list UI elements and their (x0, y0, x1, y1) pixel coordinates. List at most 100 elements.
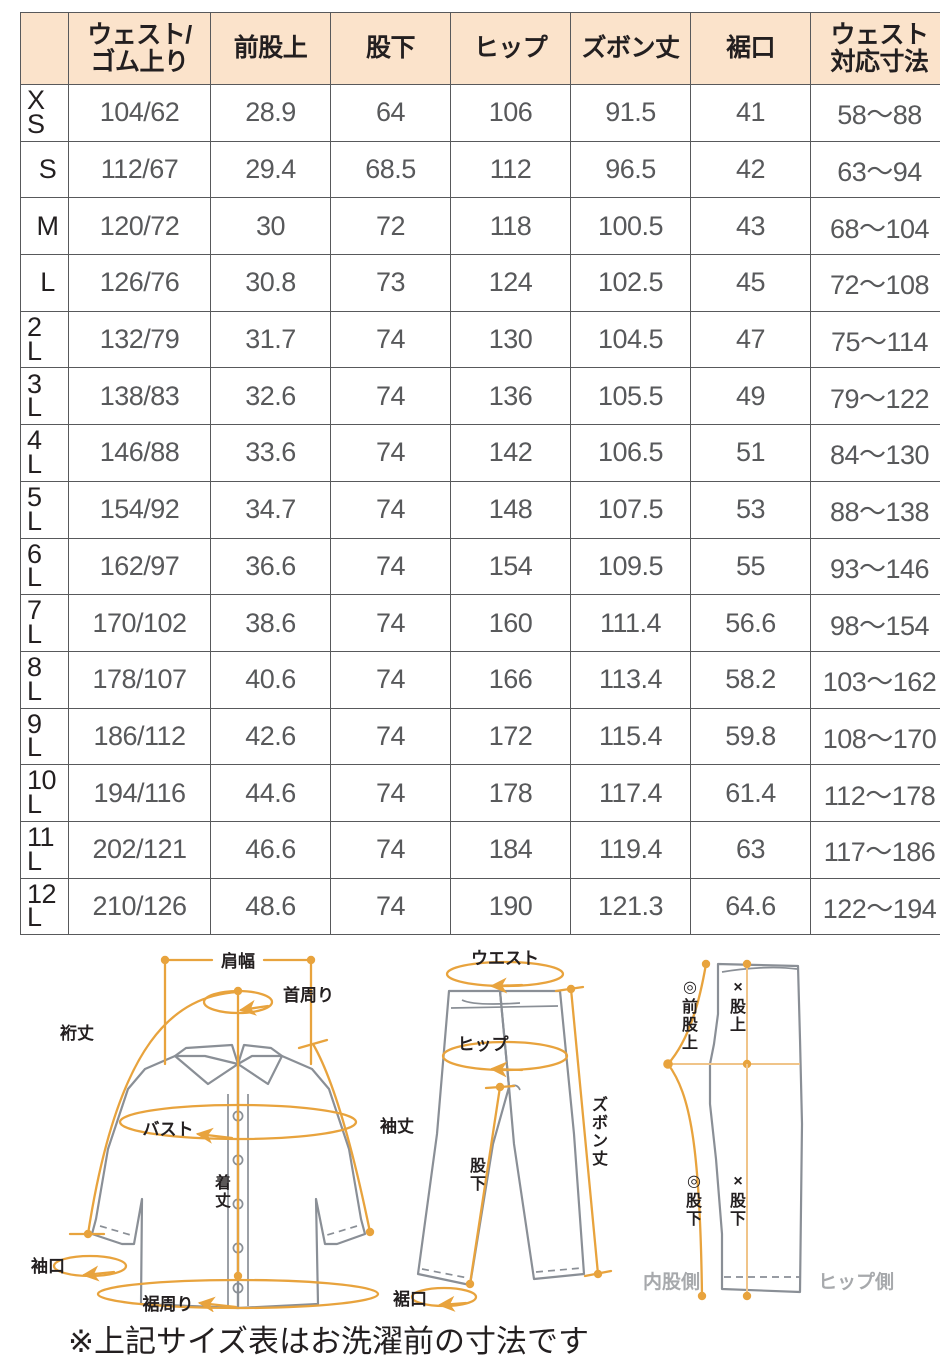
cell-inseam: 74 (331, 368, 451, 425)
cell-inseam: 74 (331, 481, 451, 538)
cell-inseam: 73 (331, 255, 451, 312)
label-rise-x-mark: × (733, 979, 742, 996)
column-header-pants-length: ズボン丈 (571, 13, 691, 85)
cell-hip: 106 (451, 85, 571, 142)
header-line: ウェスト/ (69, 22, 210, 49)
label-body-length-2: 丈 (215, 1192, 231, 1210)
label-sleeve-reach: 裄丈 (59, 1024, 94, 1043)
cell-waist-gom: 126/76 (69, 255, 211, 312)
column-header-waist-fit: ウェスト 対応寸法 (811, 13, 940, 85)
header-line: ゴム上り (69, 49, 210, 76)
cell-hem-open: 42 (691, 141, 811, 198)
size-label-part: L (27, 453, 42, 477)
cell-waist-gom: 138/83 (69, 368, 211, 425)
cell-waist-fit: 108〜170 (811, 708, 940, 765)
label-pants-length-1: ズ (592, 1095, 608, 1114)
measure-inseam-circle: ◎ 股 下 (668, 1064, 706, 1300)
cell-waist-gom: 146/88 (69, 425, 211, 482)
cell-front-rise: 46.6 (211, 821, 331, 878)
jacket-diagram: 肩幅 首周り 裄丈 バスト 着 丈 (31, 951, 414, 1312)
cell-pants-len: 106.5 (571, 425, 691, 482)
cell-front-rise: 30.8 (211, 255, 331, 312)
label-pants-length-2: ボ (592, 1114, 608, 1132)
column-header-inseam: 股下 (331, 13, 451, 85)
label-inseam-x-2: 下 (730, 1211, 746, 1228)
label-hem-opening: 裾口 (393, 1289, 427, 1309)
size-label-part: S (27, 113, 45, 137)
header-line: ウェスト (811, 22, 940, 49)
label-body-length-1: 着 (214, 1173, 231, 1192)
cell-waist-fit: 103〜162 (811, 651, 940, 708)
label-sleeve-length: 袖丈 (380, 1116, 414, 1136)
measurement-diagrams: .gl { fill:none; stroke:#8a8f96; stroke-… (0, 944, 940, 1304)
cell-front-rise: 38.6 (211, 595, 331, 652)
cell-waist-fit: 84〜130 (811, 425, 940, 482)
cell-pants-len: 111.4 (571, 595, 691, 652)
cell-hem-open: 59.8 (691, 708, 811, 765)
label-hip-side: ヒップ側 (818, 1270, 894, 1293)
cell-pants-len: 107.5 (571, 481, 691, 538)
cell-waist-gom: 120/72 (69, 198, 211, 255)
label-bust: バスト (143, 1120, 194, 1139)
cell-front-rise: 29.4 (211, 141, 331, 198)
measure-inseam: 股 下 (466, 1083, 514, 1288)
label-neck: 首周り (283, 985, 334, 1005)
label-front-rise-mark: ◎ (683, 979, 697, 996)
cell-waist-fit: 68〜104 (811, 198, 940, 255)
measure-cuff: 袖口 (31, 1256, 126, 1276)
measure-hem-opening: 裾口 (393, 1288, 476, 1309)
cell-pants-len: 121.3 (571, 878, 691, 935)
measure-sleeve-reach: 裄丈 (59, 992, 238, 1238)
wash-note: ※上記サイズ表はお洗濯前の寸法です (68, 1316, 589, 1361)
cell-hem-open: 64.6 (691, 878, 811, 935)
label-hip: ヒップ (458, 1034, 510, 1054)
label-hem-circumference: 裾周り (143, 1294, 194, 1312)
column-header-waist-gom: ウェスト/ ゴム上り (69, 13, 211, 85)
cell-front-rise: 48.6 (211, 878, 331, 935)
size-label-part: L (27, 396, 42, 420)
size-chart-table: ウェスト/ ゴム上り 前股上 股下 ヒップ ズボン丈 裾口 (20, 12, 940, 935)
cell-hem-open: 45 (691, 255, 811, 312)
cell-front-rise: 33.6 (211, 425, 331, 482)
cell-inseam: 68.5 (331, 141, 451, 198)
cell-waist-fit: 122〜194 (811, 878, 940, 935)
cell-pants-len: 96.5 (571, 141, 691, 198)
cell-hem-open: 58.2 (691, 651, 811, 708)
cell-front-rise: 44.6 (211, 765, 331, 822)
column-header-hip: ヒップ (451, 13, 571, 85)
cell-pants-len: 115.4 (571, 708, 691, 765)
cell-front-rise: 42.6 (211, 708, 331, 765)
cell-inseam: 74 (331, 651, 451, 708)
cell-hem-open: 47 (691, 311, 811, 368)
cell-hip: 124 (451, 255, 571, 312)
label-front-rise-3: 上 (682, 1034, 698, 1052)
label-inseam-circle-mark: ◎ (687, 1173, 701, 1190)
measure-inseam-x: × 股 下 (730, 1064, 751, 1300)
cell-hip: 142 (451, 425, 571, 482)
pants-diagram: ウエスト ヒップ ズ ボ ン 丈 股 下 (393, 949, 611, 1309)
cell-hem-open: 41 (691, 85, 811, 142)
label-cuff: 袖口 (31, 1256, 65, 1276)
cell-hip: 154 (451, 538, 571, 595)
cell-front-rise: 32.6 (211, 368, 331, 425)
cell-hip: 172 (451, 708, 571, 765)
label-rise-x-2: 上 (730, 1016, 746, 1034)
cell-inseam: 64 (331, 85, 451, 142)
column-header-size (21, 13, 69, 85)
size-label-part: L (27, 906, 56, 930)
